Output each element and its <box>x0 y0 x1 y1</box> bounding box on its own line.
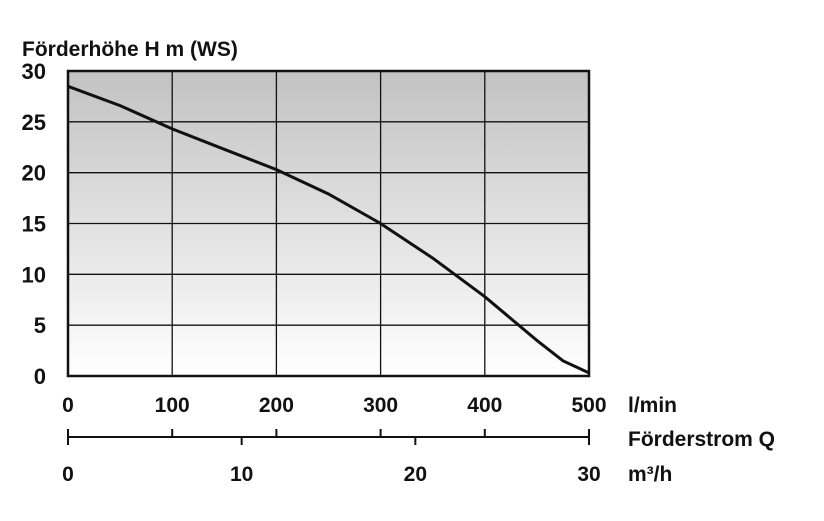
x-unit-primary: l/min <box>628 394 677 417</box>
y-tick-label: 30 <box>22 59 46 84</box>
x-tick-label-secondary: 30 <box>577 463 600 486</box>
x-axis-title: Förderstrom Q <box>628 428 775 451</box>
plot-frame <box>66 69 591 378</box>
y-tick-label: 0 <box>34 364 46 389</box>
pump-curve-line <box>67 84 590 375</box>
y-tick-label: 5 <box>34 313 46 338</box>
x-tick-label: 500 <box>571 394 606 417</box>
secondary-x-axis: 0 10 20 30 <box>62 429 601 486</box>
y-axis-title: Förderhöhe H m (WS) <box>22 38 238 61</box>
x-tick-label: 200 <box>259 394 294 417</box>
gridlines <box>68 71 589 376</box>
y-tick-label: 10 <box>22 262 46 287</box>
x-unit-secondary: m³/h <box>628 463 672 486</box>
x-tick-label: 400 <box>467 394 502 417</box>
x-tick-label-secondary: 0 <box>62 463 74 486</box>
y-tick-label: 25 <box>22 110 46 135</box>
x-tick-label-secondary: 20 <box>404 463 427 486</box>
y-tick-label: 15 <box>22 212 46 237</box>
x-tick-label-secondary: 10 <box>230 463 253 486</box>
x-tick-labels-primary: 0 100 200 300 400 500 <box>62 394 606 417</box>
x-tick-label: 300 <box>363 394 398 417</box>
y-tick-labels: 0 5 10 15 20 25 30 <box>22 59 46 389</box>
y-tick-label: 20 <box>22 161 46 186</box>
x-tick-label: 100 <box>155 394 190 417</box>
x-tick-label: 0 <box>62 394 74 417</box>
